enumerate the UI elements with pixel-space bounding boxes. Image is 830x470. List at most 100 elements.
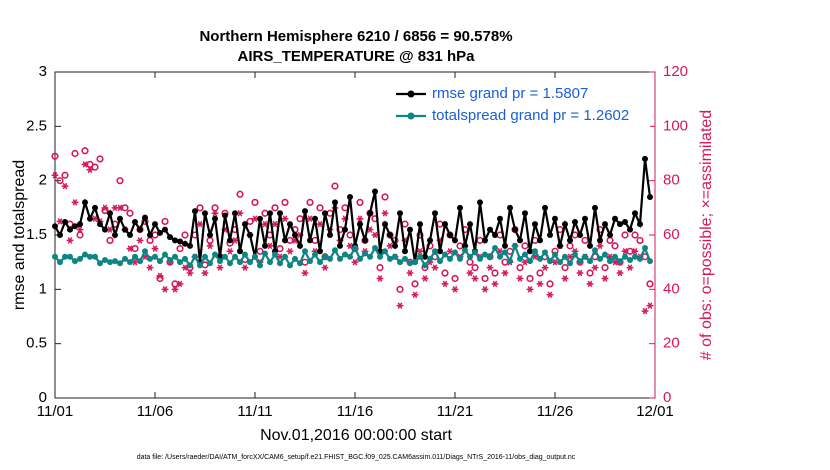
y2-tick-label: 0 (663, 389, 671, 406)
point (602, 221, 608, 228)
point (97, 260, 103, 267)
point (307, 258, 313, 265)
point (357, 221, 363, 228)
point (631, 248, 639, 255)
point (306, 198, 314, 206)
point (92, 253, 98, 260)
point (402, 255, 408, 262)
point (537, 255, 543, 262)
legend-box (390, 80, 650, 132)
point (372, 245, 378, 252)
point (287, 221, 293, 228)
point (301, 269, 309, 277)
point (622, 253, 628, 260)
point (611, 242, 619, 250)
point (187, 262, 193, 269)
point (482, 237, 488, 244)
point (197, 262, 203, 269)
point (442, 251, 448, 258)
point (477, 255, 483, 262)
y-axis-label: rmse and totalspread (11, 160, 28, 310)
point (372, 188, 378, 195)
point (527, 258, 533, 265)
point (282, 253, 288, 260)
point (497, 215, 503, 222)
point (297, 242, 303, 249)
point (631, 231, 639, 239)
point (447, 232, 453, 238)
point (492, 245, 498, 252)
point (176, 280, 184, 288)
point (536, 269, 544, 277)
point (382, 221, 388, 228)
point (146, 264, 154, 271)
point (417, 221, 423, 228)
point (247, 232, 253, 238)
point (337, 242, 343, 249)
point (471, 264, 479, 272)
point (51, 152, 59, 160)
point (451, 274, 459, 283)
point (162, 251, 168, 258)
point (522, 210, 528, 217)
point (507, 258, 513, 265)
point (431, 264, 439, 271)
point (527, 248, 533, 255)
point (582, 215, 588, 222)
y2-tick-label: 20 (663, 335, 680, 352)
point (612, 215, 618, 222)
y2-tick-label: 40 (663, 280, 680, 297)
point (462, 247, 468, 254)
point (101, 204, 109, 212)
point (596, 242, 604, 250)
point (536, 280, 544, 288)
point (81, 161, 89, 168)
point (186, 269, 194, 277)
point (381, 193, 389, 201)
point (321, 264, 329, 271)
point (182, 240, 188, 247)
point (562, 253, 568, 260)
point (82, 251, 88, 258)
point (526, 274, 534, 283)
point (357, 255, 363, 262)
point (107, 210, 113, 217)
point (232, 210, 238, 217)
point (117, 260, 123, 267)
point (601, 275, 609, 282)
point (356, 215, 364, 222)
point (497, 253, 503, 260)
point (602, 251, 608, 258)
point (641, 307, 649, 315)
point (416, 248, 424, 255)
point (87, 253, 93, 260)
point (376, 264, 384, 272)
x-tick-label: 11/06 (137, 403, 173, 420)
point (616, 269, 624, 277)
point (192, 208, 198, 215)
point (501, 269, 509, 277)
point (397, 210, 403, 217)
point (157, 229, 163, 236)
point (161, 286, 169, 293)
point (137, 226, 143, 233)
point (167, 234, 173, 241)
point (447, 255, 453, 262)
point (177, 259, 183, 266)
point (387, 255, 393, 262)
point (152, 253, 158, 260)
point (577, 232, 583, 238)
point (127, 232, 133, 238)
point (281, 215, 289, 222)
point (407, 260, 413, 267)
point (256, 247, 264, 255)
point (352, 245, 358, 252)
point (552, 215, 558, 222)
point (237, 248, 243, 255)
point (491, 269, 499, 277)
point (122, 255, 128, 262)
point (586, 280, 594, 288)
point (377, 253, 383, 260)
point (646, 280, 654, 288)
point (57, 232, 63, 238)
